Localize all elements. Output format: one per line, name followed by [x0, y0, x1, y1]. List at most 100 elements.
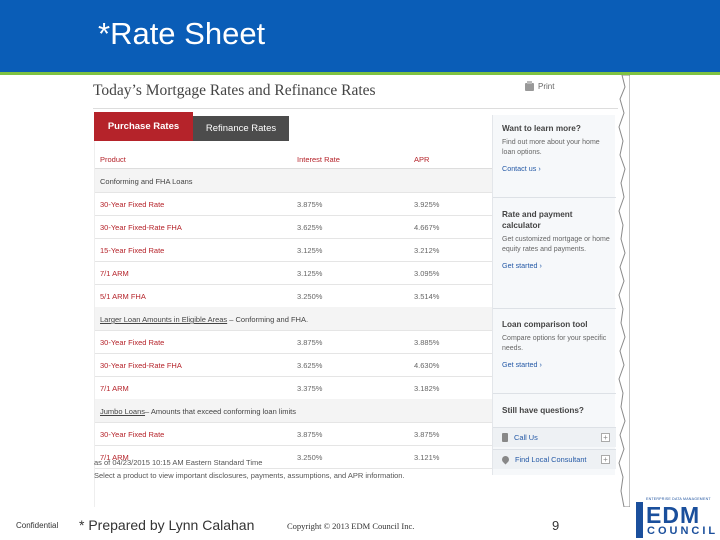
find-consultant-button[interactable]: Find Local Consultant + [493, 449, 616, 469]
product-link[interactable]: 30-Year Fixed Rate [100, 338, 165, 347]
product-link[interactable]: 15-Year Fixed Rate [100, 246, 165, 255]
interest-rate-value: 3.875% [297, 200, 323, 209]
comparison-get-started-link[interactable]: Get started › [502, 360, 542, 369]
product-link[interactable]: 30-Year Fixed-Rate FHA [100, 223, 182, 232]
print-label: Print [538, 82, 555, 91]
tab-refinance-rates[interactable]: Refinance Rates [193, 116, 289, 141]
slide-header: *Rate Sheet [0, 0, 720, 72]
apr-value: 3.095% [414, 269, 440, 278]
learn-heading: Want to learn more? [502, 124, 581, 133]
calculator-heading: Rate and payment calculator [502, 210, 573, 230]
sidebar: Want to learn more? Find out more about … [492, 115, 616, 475]
product-link[interactable]: 30-Year Fixed Rate [100, 430, 165, 439]
calculator-get-started-link[interactable]: Get started › [502, 261, 542, 270]
tab-purchase-rates[interactable]: Purchase Rates [94, 112, 193, 141]
column-header-interest-rate: Interest Rate [297, 155, 340, 164]
product-link[interactable]: 30-Year Fixed Rate [100, 200, 165, 209]
logo-wordmark: EDM [646, 502, 701, 528]
product-link[interactable]: 7/1 ARM [100, 269, 129, 278]
interest-rate-value: 3.125% [297, 246, 323, 255]
table-row[interactable]: 30-Year Fixed Rate 3.875% 3.925% [95, 192, 493, 216]
comparison-heading: Loan comparison tool [502, 320, 588, 329]
phone-icon [502, 433, 508, 442]
comparison-text: Compare options for your specific needs. [502, 335, 607, 352]
section-label-link[interactable]: Larger Loan Amounts in Eligible Areas [100, 315, 228, 324]
rate-sheet-screenshot: Today’s Mortgage Rates and Refinance Rat… [30, 75, 630, 507]
section-label: Conforming and FHA Loans [100, 177, 193, 186]
slide-accent-rule [0, 72, 720, 75]
interest-rate-value: 3.250% [297, 453, 323, 462]
sidebar-divider [493, 308, 616, 309]
header-divider [93, 108, 618, 109]
interest-rate-value: 3.125% [297, 269, 323, 278]
table-section-row: Jumbo Loans– Amounts that exceed conform… [95, 399, 493, 423]
product-link[interactable]: 7/1 ARM [100, 453, 129, 462]
product-link[interactable]: 7/1 ARM [100, 384, 129, 393]
table-section-row: Larger Loan Amounts in Eligible Areas – … [95, 307, 493, 331]
section-label: Larger Loan Amounts in Eligible Areas – … [100, 315, 308, 324]
sidebar-questions: Still have questions? [502, 405, 612, 416]
torn-edge-left [30, 75, 90, 507]
apr-value: 4.667% [414, 223, 440, 232]
table-row[interactable]: 7/1 ARM 3.250% 3.121% [95, 445, 493, 469]
apr-value: 4.630% [414, 361, 440, 370]
table-row[interactable]: 30-Year Fixed Rate 3.875% 3.875% [95, 422, 493, 446]
apr-value: 3.182% [414, 384, 440, 393]
sidebar-comparison: Loan comparison tool Compare options for… [502, 319, 612, 369]
interest-rate-value: 3.875% [297, 430, 323, 439]
questions-heading: Still have questions? [502, 406, 584, 415]
column-header-product: Product [100, 155, 126, 164]
product-link[interactable]: 30-Year Fixed-Rate FHA [100, 361, 182, 370]
footnote-disclosure[interactable]: Select a product to view important discl… [94, 471, 405, 480]
print-link[interactable]: Print [525, 80, 555, 91]
table-row[interactable]: 5/1 ARM FHA 3.250% 3.514% [95, 284, 493, 308]
footer-copyright: Copyright © 2013 EDM Council Inc. [287, 521, 415, 531]
call-us-label: Call Us [514, 433, 538, 442]
torn-edge-right [618, 75, 630, 507]
table-header-row: Product Interest Rate APR [95, 141, 493, 169]
learn-text: Find out more about your home loan optio… [502, 139, 600, 156]
page-number: 9 [552, 518, 560, 533]
section-label-text: – Amounts that exceed conforming loan li… [145, 407, 296, 416]
interest-rate-value: 3.625% [297, 223, 323, 232]
apr-value: 3.875% [414, 430, 440, 439]
logo-tagline: ENTERPRISE DATA MANAGEMENT [646, 497, 711, 501]
sidebar-divider [493, 197, 616, 198]
location-pin-icon [500, 454, 511, 465]
logo-mark [636, 502, 643, 538]
rates-footnote: as of 04/23/2015 10:15 AM Eastern Standa… [94, 456, 492, 482]
footnote-timestamp: as of 04/23/2015 10:15 AM Eastern Standa… [94, 458, 263, 467]
section-label: Jumbo Loans– Amounts that exceed conform… [100, 407, 296, 416]
call-us-button[interactable]: Call Us + [493, 427, 616, 447]
find-consultant-label: Find Local Consultant [515, 455, 587, 464]
section-label-text: – Conforming and FHA. [227, 315, 309, 324]
calculator-text: Get customized mortgage or home equity r… [502, 236, 610, 253]
footer-prepared-by: * Prepared by Lynn Calahan [79, 517, 255, 533]
page-heading: Today’s Mortgage Rates and Refinance Rat… [93, 82, 376, 99]
table-row[interactable]: 15-Year Fixed Rate 3.125% 3.212% [95, 238, 493, 262]
product-link[interactable]: 5/1 ARM FHA [100, 292, 146, 301]
section-label-link[interactable]: Jumbo Loans [100, 407, 146, 416]
interest-rate-value: 3.625% [297, 361, 323, 370]
footer-confidential: Confidential [16, 521, 59, 530]
sidebar-calculator: Rate and payment calculator Get customiz… [502, 209, 612, 270]
apr-value: 3.212% [414, 246, 440, 255]
table-section-row: Conforming and FHA Loans [95, 169, 493, 193]
column-header-apr: APR [414, 155, 430, 164]
expand-plus-icon: + [601, 455, 610, 464]
logo-subtitle: COUNCIL [647, 525, 719, 537]
contact-us-link[interactable]: Contact us › [502, 164, 541, 173]
apr-value: 3.514% [414, 292, 440, 301]
rates-table: Product Interest Rate APR Conforming and… [94, 141, 493, 507]
slide-title: *Rate Sheet [98, 16, 266, 51]
table-row[interactable]: 7/1 ARM 3.125% 3.095% [95, 261, 493, 285]
printer-icon [525, 80, 534, 91]
table-row[interactable]: 7/1 ARM 3.375% 3.182% [95, 376, 493, 400]
sidebar-divider [493, 393, 616, 394]
table-row[interactable]: 30-Year Fixed Rate 3.875% 3.885% [95, 330, 493, 354]
apr-value: 3.885% [414, 338, 440, 347]
sidebar-learn-more: Want to learn more? Find out more about … [502, 123, 612, 173]
table-row[interactable]: 30-Year Fixed-Rate FHA 3.625% 4.630% [95, 353, 493, 377]
apr-value: 3.121% [414, 453, 440, 462]
table-row[interactable]: 30-Year Fixed-Rate FHA 3.625% 4.667% [95, 215, 493, 239]
